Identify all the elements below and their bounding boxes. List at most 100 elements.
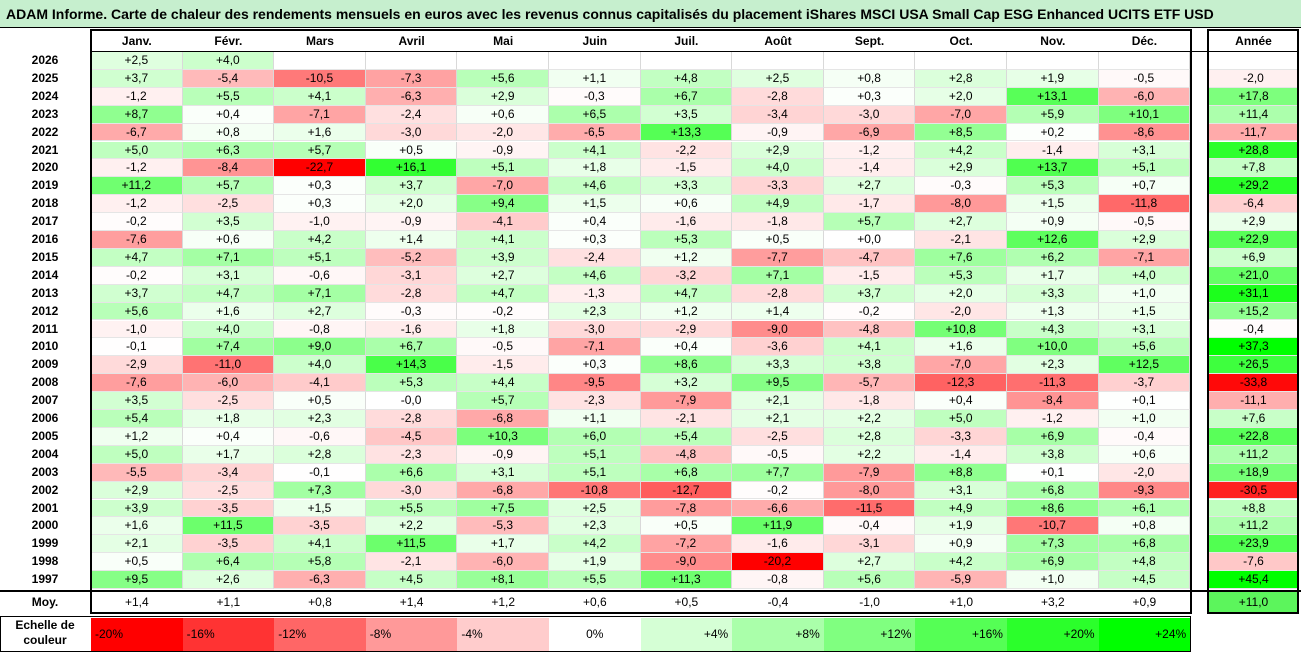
color-scale-step: -16%: [182, 618, 275, 651]
heatmap-cell: +5,1: [549, 463, 641, 482]
heatmap-cell: +4,5: [1098, 571, 1191, 589]
heatmap-cell: -2,5: [182, 392, 275, 410]
heatmap-cell: -11,0: [182, 356, 275, 375]
heatmap-cell: +0,1: [1098, 392, 1191, 410]
heatmap-cell: +1,6: [915, 338, 1007, 357]
color-scale-step: -4%: [457, 618, 549, 651]
heatmap-cell: -7,0: [915, 105, 1007, 124]
heatmap-cell: -12,3: [915, 374, 1007, 393]
heatmap-cell: +5,7: [182, 177, 275, 196]
heatmap-cell: -6,7: [91, 123, 183, 142]
heatmap-cell: +0,6: [457, 105, 549, 124]
heatmap-cell: -3,1: [365, 266, 458, 285]
heatmap-cell: +1,1: [549, 410, 641, 428]
heatmap-cell: +2,8: [274, 445, 366, 464]
heatmap-cell: -4,1: [457, 213, 549, 231]
heatmap-cell: +5,1: [457, 159, 549, 178]
heatmap-cell: +0,5: [274, 392, 366, 410]
header-separator: [91, 51, 1299, 52]
heatmap-cell: +4,1: [274, 87, 366, 106]
annual-cell: +6,9: [1208, 248, 1299, 267]
heatmap-cell: -6,8: [457, 481, 549, 500]
heatmap-cell: +6,8: [1098, 535, 1191, 554]
annual-cell: +11,2: [1208, 445, 1299, 464]
average-cell: +3,2: [1040, 595, 1065, 609]
average-cell: +1,0: [949, 595, 974, 609]
heatmap-cell: -2,4: [549, 248, 641, 267]
annual-cell: +11,4: [1208, 105, 1299, 124]
heatmap-cell: -1,2: [91, 159, 183, 178]
heatmap-cell: +5,7: [274, 141, 366, 160]
heatmap-cell: +6,0: [549, 427, 641, 446]
heatmap-cell: +13,1: [1007, 87, 1099, 106]
annual-cell: +21,0: [1208, 266, 1299, 285]
heatmap-cell: [365, 52, 458, 70]
heatmap-cell: -9,5: [549, 374, 641, 393]
row-year-label: 2020: [31, 160, 59, 175]
heatmap-cell: +7,3: [274, 481, 366, 500]
heatmap-cell: +4,1: [457, 231, 549, 249]
row-year-label: 2016: [31, 232, 59, 246]
heatmap-cell: -3,3: [732, 177, 824, 196]
heatmap-cell: +1,0: [1007, 571, 1099, 589]
heatmap-cell: -2,8: [365, 284, 458, 303]
heatmap-cell: +4,2: [274, 231, 366, 249]
row-year-label: 2008: [31, 375, 59, 390]
heatmap-cell: -0,2: [823, 302, 916, 321]
heatmap-cell: -7,7: [732, 248, 824, 267]
heatmap-cell: -11,5: [823, 499, 916, 518]
heatmap-cell: -1,2: [823, 141, 916, 160]
heatmap-cell: +3,3: [1007, 284, 1099, 303]
heatmap-cell: +5,1: [1098, 159, 1191, 178]
annual-cell: +29,2: [1208, 177, 1299, 196]
row-year-label: 2024: [31, 88, 59, 103]
column-header: Mars: [305, 34, 334, 48]
heatmap-cell: +4,0: [182, 320, 275, 339]
heatmap-cell: -2,3: [365, 445, 458, 464]
heatmap-cell: -7,0: [457, 177, 549, 196]
heatmap-cell: +8,6: [1007, 499, 1099, 518]
heatmap-cell: +1,4: [732, 302, 824, 321]
heatmap-cell: +3,1: [457, 463, 549, 482]
color-scale-step: +4%: [640, 618, 733, 651]
heatmap-cell: -0,1: [274, 463, 366, 482]
heatmap-cell: +0,7: [1098, 177, 1191, 196]
heatmap-cell: -5,9: [915, 571, 1007, 589]
heatmap-cell: -7,6: [91, 231, 183, 249]
color-scale-label: Echelle de couleur: [15, 618, 75, 647]
heatmap-cell: +2,8: [915, 69, 1007, 88]
heatmap-cell: +3,5: [91, 392, 183, 410]
heatmap-cell: +11,5: [182, 517, 275, 536]
heatmap-cell: +5,4: [640, 427, 733, 446]
heatmap-cell: +3,5: [640, 105, 733, 124]
heatmap-cell: +5,5: [549, 571, 641, 589]
heatmap-cell: -3,7: [1098, 374, 1191, 393]
heatmap-cell: -3,0: [549, 320, 641, 339]
heatmap-cell: -1,2: [1007, 410, 1099, 428]
heatmap-cell: [732, 52, 824, 70]
row-year-label: 2009: [31, 357, 59, 372]
heatmap-cell: +2,7: [823, 177, 916, 196]
heatmap-cell: -2,5: [732, 427, 824, 446]
heatmap-cell: -7,9: [823, 463, 916, 482]
annual-cell: +17,8: [1208, 87, 1299, 106]
heatmap-cell: +4,1: [823, 338, 916, 357]
heatmap-cell: +3,8: [823, 356, 916, 375]
annual-cell: -6,4: [1208, 195, 1299, 214]
heatmap-cell: -0,2: [91, 213, 183, 231]
column-header: Janv.: [121, 34, 152, 48]
annual-cell: +23,9: [1208, 535, 1299, 554]
chart-title: ADAM Informe. Carte de chaleur des rende…: [0, 0, 1301, 28]
heatmap-cell: +0,5: [732, 231, 824, 249]
heatmap-cell: -3,5: [182, 535, 275, 554]
heatmap-cell: -1,4: [1007, 141, 1099, 160]
heatmap-cell: +3,1: [1098, 320, 1191, 339]
heatmap-cell: -1,4: [915, 445, 1007, 464]
heatmap-cell: +4,7: [182, 284, 275, 303]
heatmap-cell: +5,3: [1007, 177, 1099, 196]
heatmap-cell: -2,1: [365, 553, 458, 572]
heatmap-cell: -2,9: [640, 320, 733, 339]
heatmap-cell: -5,5: [91, 463, 183, 482]
heatmap-cell: +0,8: [182, 123, 275, 142]
row-year-label: 2021: [31, 142, 59, 157]
